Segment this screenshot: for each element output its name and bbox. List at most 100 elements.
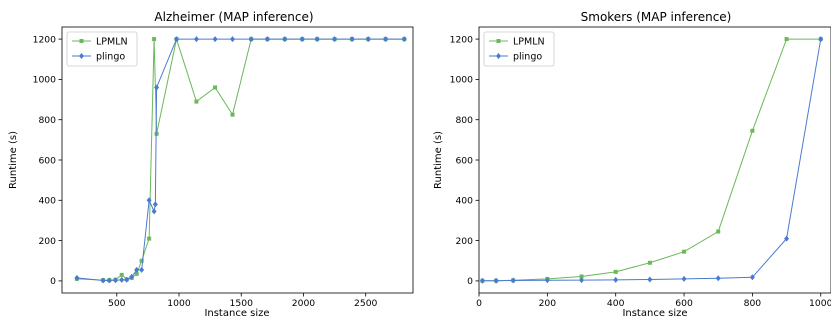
x-tick-label: 600 xyxy=(675,298,693,309)
x-tick-label: 1500 xyxy=(230,298,254,309)
data-point-lpmln xyxy=(613,269,618,274)
legend-label-plingo: plingo xyxy=(96,52,125,63)
legend-label-lpmln: LPMLN xyxy=(513,37,545,48)
y-tick-label: 1000 xyxy=(33,75,57,86)
data-point-plingo xyxy=(113,277,119,284)
data-point-lpmln xyxy=(230,112,235,117)
y-tick-label: 0 xyxy=(467,276,473,287)
y-tick-label: 600 xyxy=(38,155,56,166)
y-tick-label: 400 xyxy=(38,196,56,207)
data-point-plingo xyxy=(154,84,160,91)
data-point-plingo xyxy=(365,36,371,43)
y-tick-label: 200 xyxy=(455,236,473,247)
data-point-plingo xyxy=(174,36,180,43)
series-line-plingo xyxy=(76,38,405,282)
legend-label-plingo: plingo xyxy=(513,52,542,63)
data-point-plingo xyxy=(818,36,824,43)
x-tick-label: 2500 xyxy=(354,298,378,309)
y-axis-label: Runtime (s) xyxy=(433,131,444,189)
data-point-plingo xyxy=(119,276,125,283)
x-tick-label: 400 xyxy=(607,298,625,309)
series-group xyxy=(479,36,824,284)
data-point-plingo xyxy=(106,277,112,284)
data-point-plingo xyxy=(544,277,550,284)
x-tick-label: 2000 xyxy=(292,298,316,309)
data-point-plingo xyxy=(129,273,135,280)
data-point-lpmln xyxy=(784,37,789,42)
legend-marker-plingo xyxy=(79,53,84,59)
data-point-plingo xyxy=(230,36,236,43)
data-point-plingo xyxy=(579,277,585,284)
data-point-lpmln xyxy=(716,229,721,234)
data-point-plingo xyxy=(151,208,157,215)
legend-marker-lpmln xyxy=(79,39,84,43)
legend-marker-lpmln xyxy=(496,39,501,43)
data-point-plingo xyxy=(749,274,755,281)
y-tick-label: 800 xyxy=(455,115,473,126)
data-point-plingo xyxy=(282,36,288,43)
data-point-lpmln xyxy=(139,258,144,263)
series-group xyxy=(74,36,407,284)
data-point-plingo xyxy=(715,275,721,282)
data-point-plingo xyxy=(146,197,152,204)
legend-marker-plingo xyxy=(496,53,501,59)
data-point-plingo xyxy=(134,266,140,273)
data-point-lpmln xyxy=(647,260,652,265)
data-point-plingo xyxy=(493,277,499,284)
x-axis-label: Instance size xyxy=(204,308,269,319)
x-tick-label: 0 xyxy=(476,298,482,309)
y-tick-label: 1200 xyxy=(450,34,474,45)
y-tick-label: 800 xyxy=(38,115,56,126)
data-point-plingo xyxy=(299,36,305,43)
y-tick-label: 400 xyxy=(455,196,473,207)
x-axis-label: Instance size xyxy=(622,308,687,319)
data-point-lpmln xyxy=(194,99,199,104)
x-tick-label: 800 xyxy=(744,298,762,309)
x-tick-label: 1000 xyxy=(167,298,191,309)
y-tick-label: 1000 xyxy=(450,75,474,86)
data-point-lpmln xyxy=(213,85,218,90)
data-point-lpmln xyxy=(750,128,755,133)
data-point-plingo xyxy=(681,275,687,282)
data-point-plingo xyxy=(401,36,407,43)
data-point-lpmln xyxy=(147,236,152,241)
x-tick-label: 200 xyxy=(539,298,557,309)
x-axis: 500 1000 1500 2000 2500 xyxy=(108,293,378,309)
y-axis: 0 200 400 600 800 1000 1200 xyxy=(33,34,62,287)
y-axis-label: Runtime (s) xyxy=(8,131,19,189)
data-point-lpmln xyxy=(682,249,687,254)
y-tick-label: 0 xyxy=(50,276,56,287)
x-axis: 0 200 400 600 800 1000 xyxy=(476,293,831,309)
data-point-plingo xyxy=(193,36,199,43)
legend-label-lpmln: LPMLN xyxy=(96,37,128,48)
data-point-lpmln xyxy=(134,271,139,276)
data-point-plingo xyxy=(212,36,218,43)
data-point-plingo xyxy=(74,274,80,281)
data-point-plingo xyxy=(349,36,355,43)
data-point-plingo xyxy=(479,277,485,284)
y-tick-label: 600 xyxy=(455,155,473,166)
legend: LPMLN plingo xyxy=(483,31,555,67)
y-tick-label: 200 xyxy=(38,236,56,247)
data-point-plingo xyxy=(383,36,389,43)
plot-area xyxy=(61,26,414,294)
y-axis: 0 200 400 600 800 1000 1200 xyxy=(450,34,479,287)
data-point-plingo xyxy=(613,276,619,283)
data-point-plingo xyxy=(647,276,653,283)
chart-smokers: Smokers (MAP inference) 0 200 400 600 800 100… xyxy=(433,10,831,319)
legend: LPMLN plingo xyxy=(66,31,138,67)
data-point-plingo xyxy=(248,36,254,43)
series-line-lpmln xyxy=(482,38,821,282)
data-point-plingo xyxy=(264,36,270,43)
data-point-plingo xyxy=(124,276,130,283)
x-tick-label: 1000 xyxy=(809,298,831,309)
data-point-lpmln xyxy=(152,37,157,42)
data-point-lpmln xyxy=(119,272,124,277)
chart-title: Smokers (MAP inference) xyxy=(581,10,732,24)
data-point-plingo xyxy=(510,277,516,284)
series-line-plingo xyxy=(482,39,822,282)
plot-area xyxy=(478,26,831,294)
x-tick-label: 500 xyxy=(108,298,126,309)
series-line-lpmln xyxy=(76,37,405,281)
